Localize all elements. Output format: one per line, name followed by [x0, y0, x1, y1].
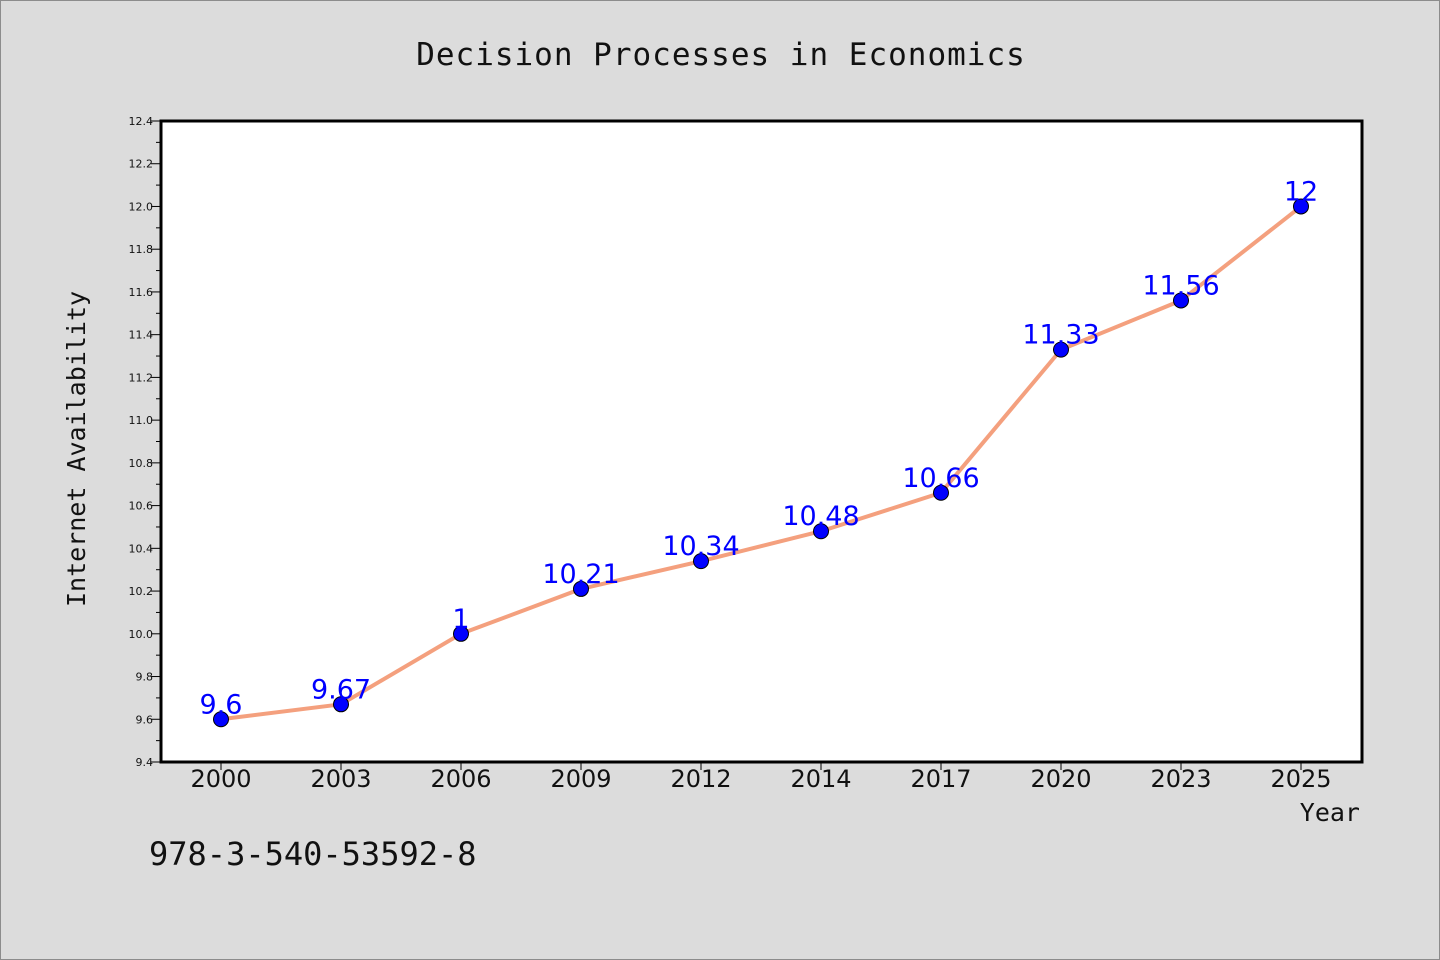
y-axis-label: Internet Availability	[62, 291, 91, 607]
data-label: 10.21	[542, 559, 619, 590]
x-tick-label: 2006	[430, 765, 491, 793]
y-tick-label: 10.8	[129, 457, 154, 470]
data-label: 9.67	[311, 674, 371, 705]
data-point-marker	[1173, 292, 1189, 309]
data-point-marker	[333, 696, 349, 713]
x-tick-label: 2009	[550, 765, 611, 793]
y-tick-label: 11.8	[129, 243, 154, 256]
data-label: 9.6	[200, 689, 243, 720]
y-tick-label: 11.4	[129, 329, 154, 342]
x-tick-label: 2003	[310, 765, 371, 793]
data-point-marker	[693, 553, 709, 570]
data-label: 10.48	[782, 501, 859, 532]
y-tick-label: 12.2	[129, 158, 154, 171]
y-tick-label: 12.4	[129, 115, 154, 128]
x-tick-label: 2025	[1270, 765, 1331, 793]
y-axis: 9.4 9.6 9.8 10.0 10.2 10.4 10.6 10.8 11.0 11.2 11.…	[129, 115, 161, 769]
y-tick-label: 11.2	[129, 371, 154, 384]
data-point-marker	[453, 625, 469, 642]
y-tick-label: 10.4	[129, 542, 154, 555]
y-tick-label: 10.2	[129, 585, 154, 598]
plot-area	[159, 119, 1364, 764]
y-tick-label: 9.8	[136, 671, 154, 684]
y-tick-label: 11.0	[129, 414, 154, 427]
series-polyline	[219, 204, 1303, 722]
data-label: 11.33	[1022, 320, 1099, 351]
data-point-marker	[573, 580, 589, 597]
data-labels: 9.6 9.67 1 10.21 10.34 10.48 10.66 11.33 11.56 12	[200, 176, 1319, 720]
data-point-marker	[813, 523, 829, 540]
data-point-marker	[213, 711, 229, 728]
y-tick-label: 12.0	[129, 200, 154, 213]
x-tick-label: 2014	[790, 765, 851, 793]
data-label: 10.66	[902, 463, 979, 494]
x-tick-label: 2012	[670, 765, 731, 793]
x-tick-label: 2020	[1030, 765, 1091, 793]
x-tick-label: 2023	[1150, 765, 1211, 793]
y-tick-label: 9.4	[136, 756, 154, 769]
y-tick-label: 10.0	[129, 628, 154, 641]
data-label: 11.56	[1142, 270, 1219, 301]
chart-title: Decision Processes in Economics	[416, 37, 1026, 73]
x-tick-label: 2000	[190, 765, 251, 793]
x-axis-label: Year	[1300, 798, 1360, 827]
x-tick-label: 2017	[910, 765, 971, 793]
y-tick-label: 11.6	[129, 286, 154, 299]
data-label: 12	[1284, 176, 1318, 207]
x-axis: 2000 2003 2006 2009 2012 2014 2017 2020 2023 2025	[190, 762, 1332, 793]
isbn-footer: 978-3-540-53592-8	[149, 835, 477, 873]
data-label: 10.34	[662, 531, 739, 562]
data-label: 1	[452, 604, 469, 635]
series-line	[213, 198, 1309, 728]
data-point-marker	[933, 484, 949, 501]
y-tick-label: 10.6	[129, 500, 154, 513]
y-tick-label: 9.6	[136, 713, 154, 726]
data-point-marker	[1293, 198, 1309, 215]
data-point-marker	[1053, 341, 1069, 358]
